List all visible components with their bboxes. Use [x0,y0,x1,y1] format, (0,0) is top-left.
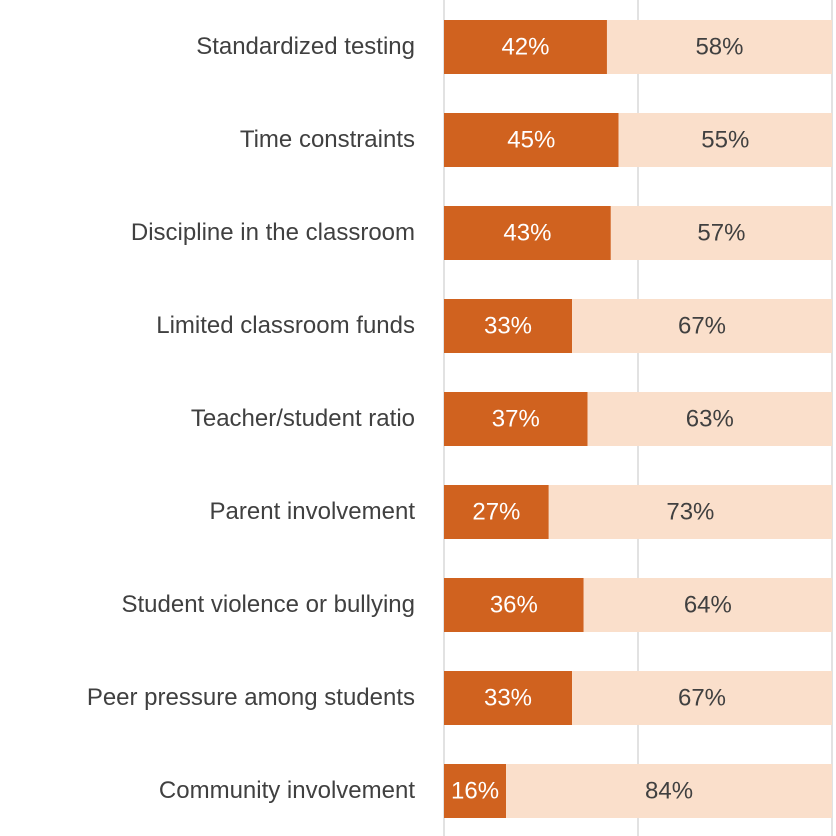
category-label-box: Community involvement [0,777,415,805]
bar-segment [572,299,832,353]
category-label-box: Discipline in the classroom [0,219,415,247]
bar-segment [606,20,832,74]
data-label: 64% [684,592,732,619]
data-label: 33% [484,685,532,712]
category-label-box: Limited classroom funds [0,312,415,340]
bar-segment [444,20,607,74]
bar-segment [444,485,549,539]
bar-segment [444,113,619,167]
bar-segment [583,578,832,632]
bar-segment [444,578,584,632]
data-label: 55% [701,127,749,154]
data-label: 45% [507,127,555,154]
data-label: 42% [501,34,549,61]
category-label: Student violence or bullying [121,591,415,618]
data-label: 43% [503,220,551,247]
data-label: 67% [678,685,726,712]
category-label-box: Student violence or bullying [0,591,415,619]
data-label: 37% [492,406,540,433]
bar-segment [506,764,832,818]
data-label: 73% [666,499,714,526]
data-label: 58% [695,34,743,61]
category-label: Teacher/student ratio [190,405,415,432]
bar-segment [548,485,832,539]
category-label-box: Peer pressure among students [0,684,415,712]
bar-segment [587,392,832,446]
category-label-box: Teacher/student ratio [0,405,415,433]
data-label: 27% [472,499,520,526]
category-label: Discipline in the classroom [130,219,415,246]
bar-segment [572,671,832,725]
data-label: 84% [645,778,693,805]
category-label-box: Standardized testing [0,33,415,61]
category-label-box: Parent involvement [0,498,415,526]
data-label: 57% [697,220,745,247]
category-label: Standardized testing [196,33,415,60]
bar-segment [444,206,611,260]
category-label: Limited classroom funds [156,312,415,339]
data-label: 16% [451,778,499,805]
bar-segment [444,392,588,446]
category-label: Time constraints [239,126,415,153]
category-label: Peer pressure among students [86,684,415,711]
bar-segment [444,299,573,353]
data-label: 36% [490,592,538,619]
category-label-box: Time constraints [0,126,415,154]
bar-segment [610,206,832,260]
data-label: 33% [484,313,532,340]
bar-segment [444,764,507,818]
data-label: 63% [686,406,734,433]
data-label: 67% [678,313,726,340]
bar-segment [618,113,832,167]
bar-segment [444,671,573,725]
category-label: Community involvement [158,777,415,804]
category-label: Parent involvement [209,498,415,525]
